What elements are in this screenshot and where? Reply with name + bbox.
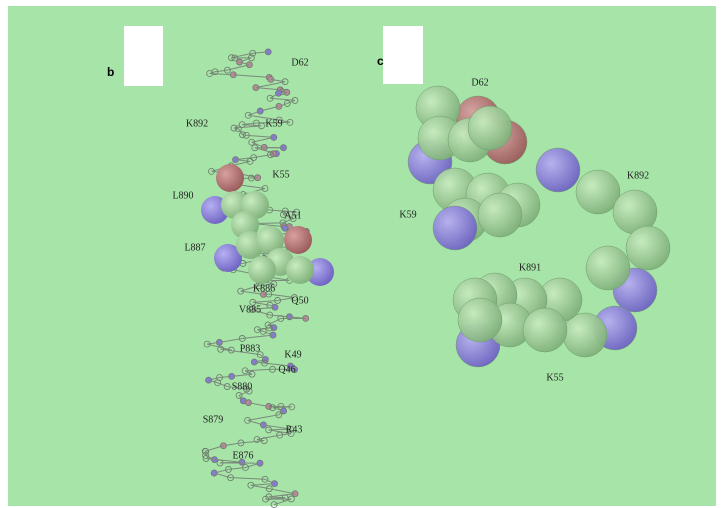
residue-label: K59 [399,209,416,220]
label-box [124,26,163,86]
residue-label: A51 [284,210,301,221]
panel-label: c [377,54,384,68]
residue-label: R43 [286,424,303,435]
residue-label: E876 [232,450,253,461]
sphere [286,256,314,284]
residue-label: Q50 [291,295,308,306]
residue-label: K59 [265,118,282,129]
residue-label: S880 [232,381,253,392]
sphere [248,256,276,284]
residue-label: V885 [239,304,261,315]
sphere [523,308,567,352]
sphere [216,164,244,192]
residue-label: K892 [186,118,208,129]
label-box [383,26,423,84]
residue-label: P883 [240,343,261,354]
sphere [433,206,477,250]
sphere [284,226,312,254]
panel-label: b [107,65,114,79]
residue-label: K886 [253,283,275,294]
residue-label: D62 [471,77,488,88]
sphere [458,298,502,342]
residue-label: L890 [172,190,193,201]
residue-label: K49 [284,349,301,360]
residue-label: K892 [627,170,649,181]
sphere [626,226,670,270]
residue-label: K55 [546,372,563,383]
figure: b c D62 K892 K59 K55 L890 A51 L887 K886 Q50 V885 P… [0,0,724,508]
residue-label: K55 [272,169,289,180]
sphere [586,246,630,290]
residue-label: S879 [203,414,224,425]
sphere [468,106,512,150]
residue-label: D62 [291,57,308,68]
residue-label: K891 [519,262,541,273]
sphere [478,193,522,237]
atom [237,59,243,65]
residue-label: L887 [184,242,205,253]
residue-label: Q46 [278,364,295,375]
sphere [536,148,580,192]
